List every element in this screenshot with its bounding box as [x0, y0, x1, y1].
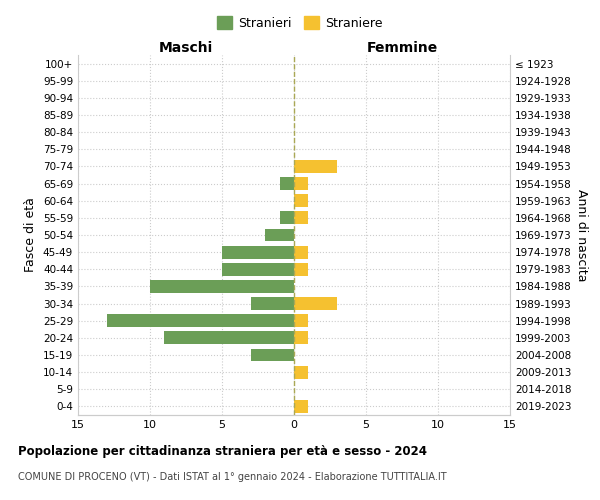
- Y-axis label: Fasce di età: Fasce di età: [25, 198, 37, 272]
- Bar: [222, 263, 294, 276]
- Bar: [294, 400, 308, 413]
- Bar: [164, 332, 294, 344]
- Bar: [294, 160, 337, 173]
- Bar: [294, 263, 308, 276]
- Bar: [294, 314, 308, 327]
- Bar: [294, 366, 308, 378]
- Bar: [294, 246, 308, 258]
- Text: Maschi: Maschi: [159, 41, 213, 55]
- Text: COMUNE DI PROCENO (VT) - Dati ISTAT al 1° gennaio 2024 - Elaborazione TUTTITALIA: COMUNE DI PROCENO (VT) - Dati ISTAT al 1…: [18, 472, 446, 482]
- Bar: [294, 332, 308, 344]
- Bar: [280, 177, 294, 190]
- Bar: [294, 194, 308, 207]
- Bar: [251, 297, 294, 310]
- Bar: [222, 246, 294, 258]
- Bar: [265, 228, 294, 241]
- Bar: [294, 212, 308, 224]
- Bar: [294, 297, 337, 310]
- Bar: [294, 177, 308, 190]
- Y-axis label: Anni di nascita: Anni di nascita: [575, 188, 588, 281]
- Bar: [251, 348, 294, 362]
- Bar: [280, 212, 294, 224]
- Text: Popolazione per cittadinanza straniera per età e sesso - 2024: Popolazione per cittadinanza straniera p…: [18, 445, 427, 458]
- Legend: Stranieri, Straniere: Stranieri, Straniere: [212, 11, 388, 35]
- Bar: [150, 280, 294, 293]
- Text: Femmine: Femmine: [367, 41, 437, 55]
- Bar: [107, 314, 294, 327]
